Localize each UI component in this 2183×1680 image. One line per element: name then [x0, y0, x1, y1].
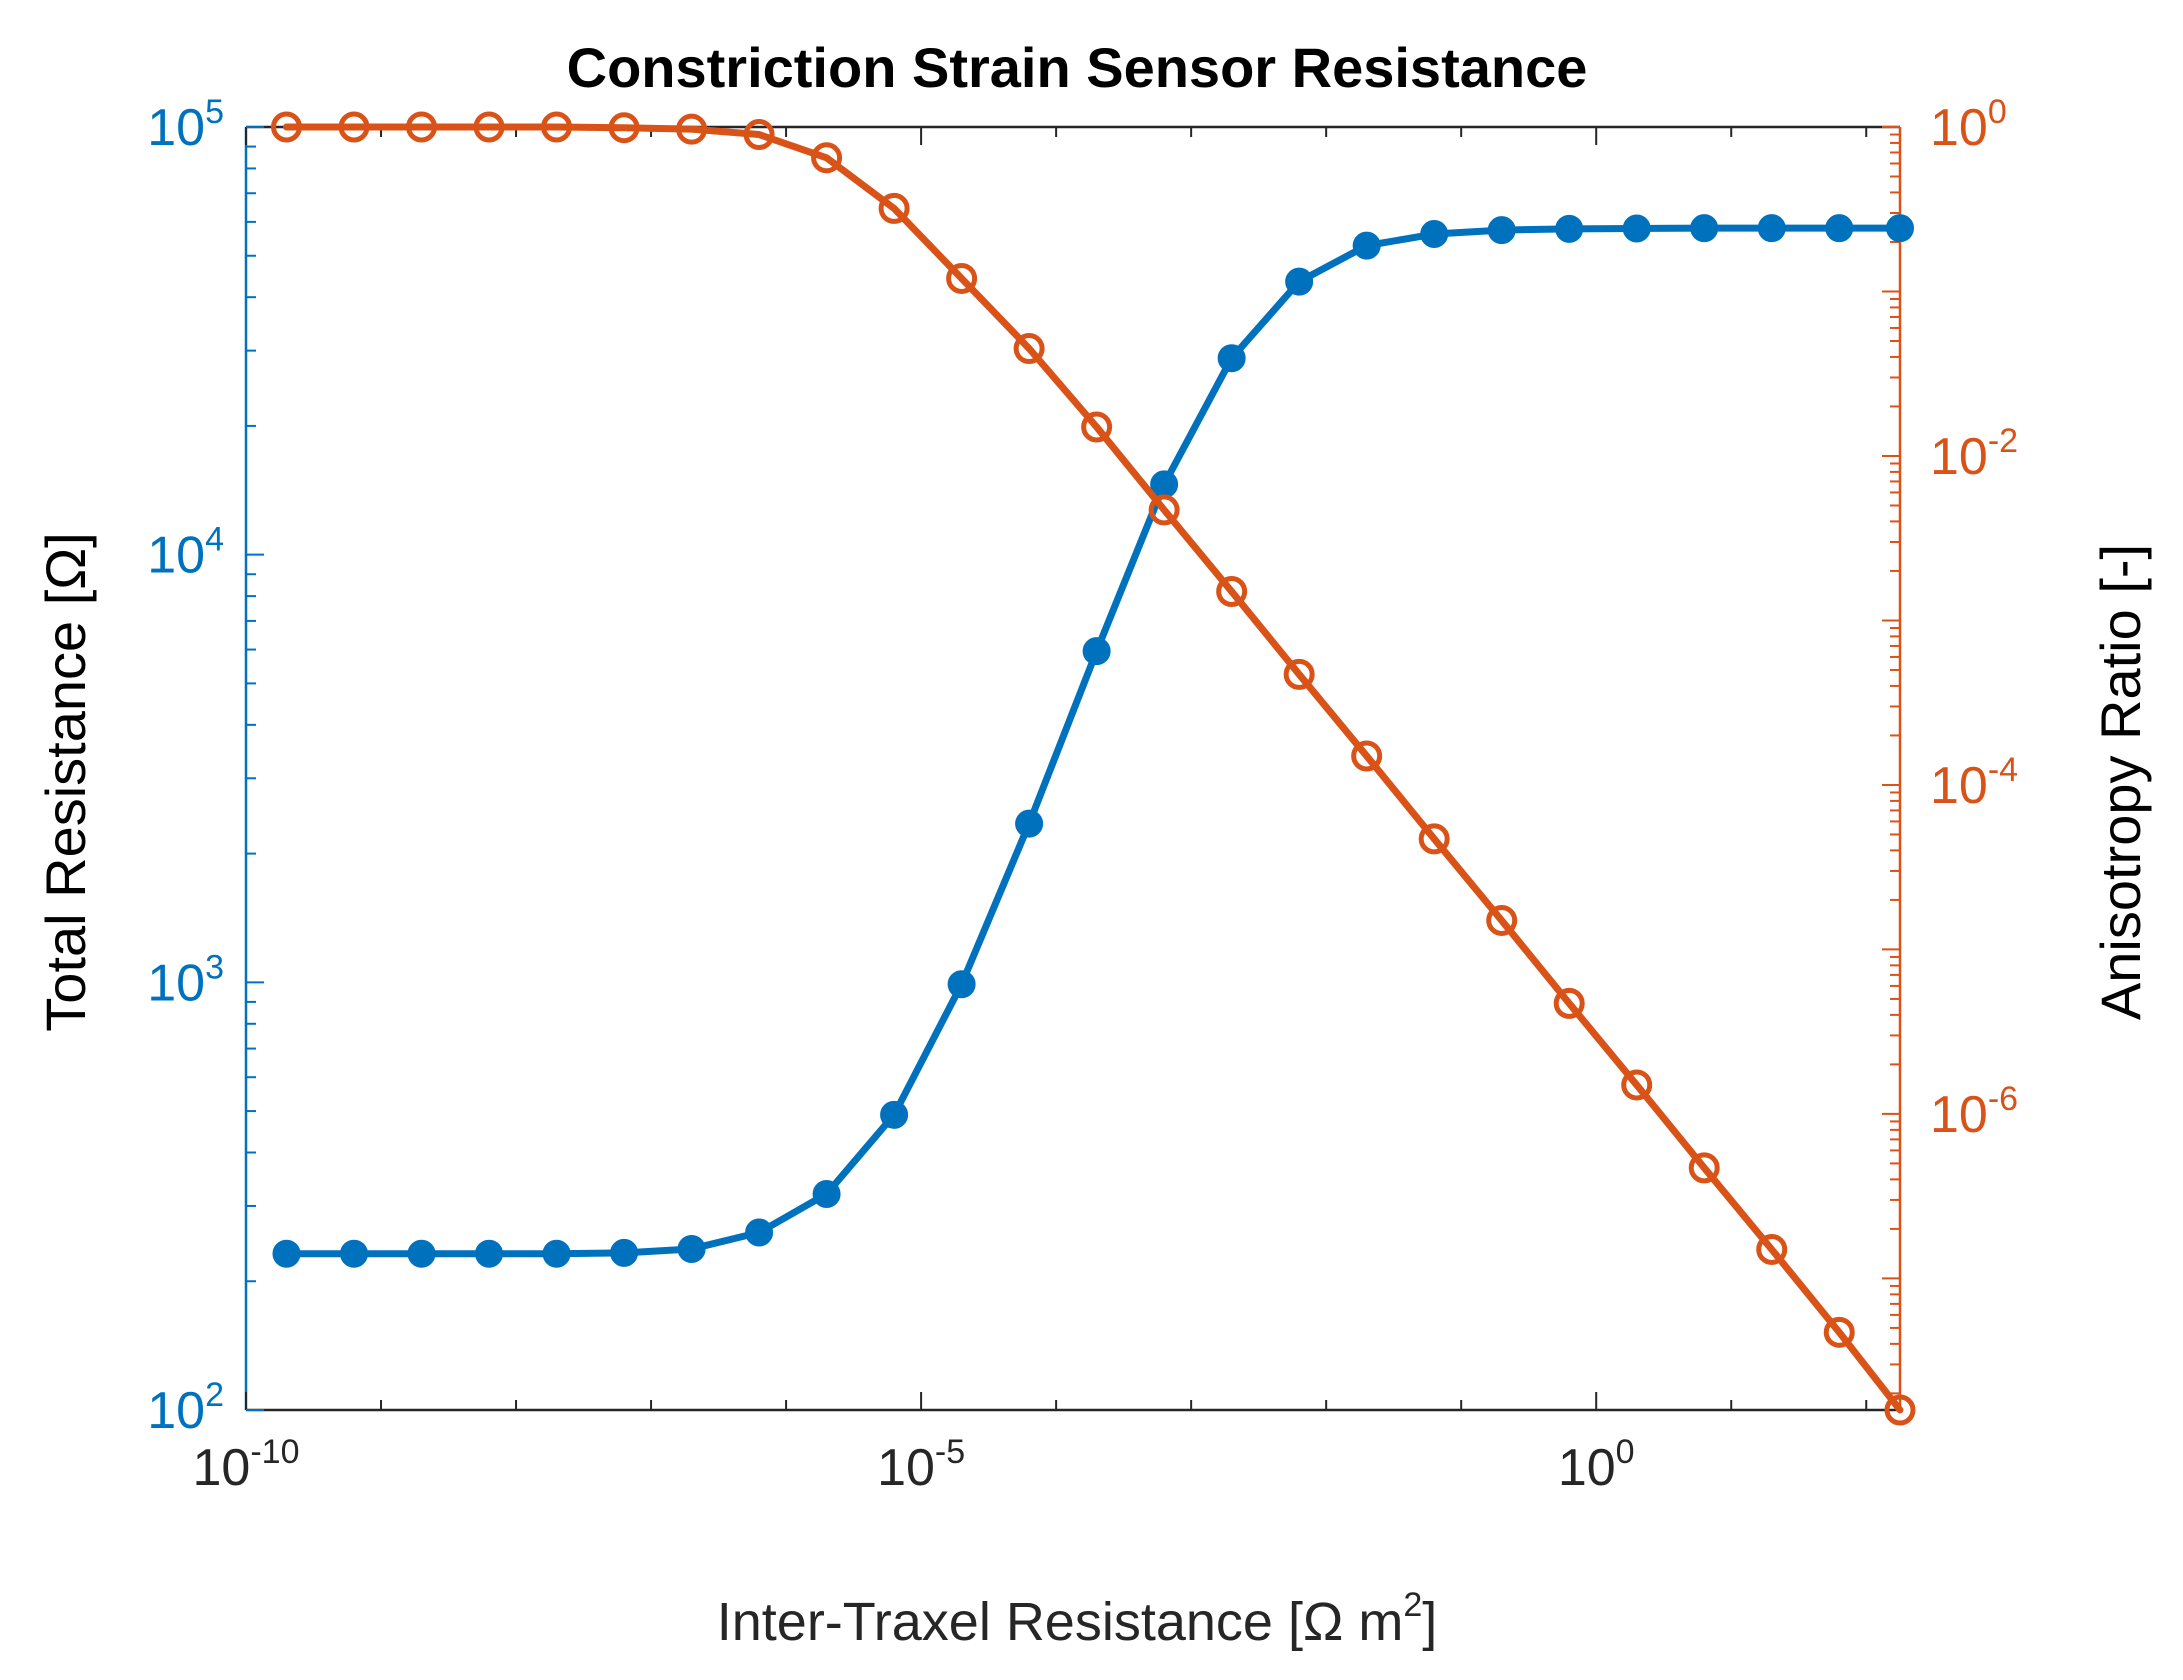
total-resistance-point	[1622, 214, 1651, 243]
total-resistance-point	[1217, 344, 1246, 373]
anisotropy-ratio-point	[1418, 823, 1450, 855]
total-resistance-point	[1757, 214, 1786, 243]
right-y-tick-label: 10-4	[1930, 751, 2018, 815]
total-resistance-point	[1825, 214, 1854, 243]
anisotropy-ratio-point	[1621, 1069, 1653, 1101]
total-resistance-point	[1420, 220, 1449, 249]
right-y-tick-label-exp: -4	[1988, 751, 2018, 789]
total-resistance-point	[1015, 809, 1044, 838]
anisotropy-ratio-point	[878, 192, 910, 224]
anisotropy-ratio-point	[338, 111, 370, 143]
x-axis-label-suffix: ]	[1422, 1592, 1437, 1652]
right-y-tick-label: 10-2	[1930, 422, 2018, 486]
anisotropy-ratio-point	[676, 113, 708, 145]
x-axis-label-superscript: 2	[1403, 1586, 1422, 1624]
anisotropy-ratio-point	[271, 111, 303, 143]
anisotropy-ratio-series-line	[283, 123, 1904, 1414]
left-y-tick-label-base: 10	[147, 527, 205, 585]
total-resistance-point	[1082, 637, 1111, 666]
left-y-tick-label-base: 10	[147, 954, 205, 1012]
anisotropy-ratio-point	[473, 111, 505, 143]
total-resistance-point	[947, 970, 976, 999]
anisotropy-ratio-point	[1553, 987, 1585, 1019]
x-tick-label-base: 10	[877, 1439, 935, 1497]
left-y-tick-label-base: 10	[147, 99, 205, 157]
anisotropy-ratio-point	[1884, 1394, 1916, 1426]
total-resistance-point	[1487, 216, 1516, 245]
anisotropy-ratio-point	[1756, 1233, 1788, 1265]
anisotropy-ratio-point	[946, 262, 978, 294]
anisotropy-ratio-point	[1081, 411, 1113, 443]
total-resistance-point	[272, 1239, 301, 1268]
anisotropy-ratio-point	[406, 111, 438, 143]
anisotropy-ratio-point	[541, 111, 573, 143]
chart-title: Constriction Strain Sensor Resistance	[567, 36, 1588, 99]
anisotropy-ratio-point	[1823, 1316, 1855, 1348]
x-tick-label-exp: -5	[935, 1433, 965, 1471]
anisotropy-ratio-point	[1351, 740, 1383, 772]
total-resistance-point	[475, 1239, 504, 1268]
left-y-tick-label: 103	[147, 948, 224, 1012]
total-resistance-point	[340, 1239, 369, 1268]
anisotropy-ratio-point	[608, 112, 640, 144]
left-y-tick-label-exp: 5	[205, 93, 224, 131]
total-resistance-point	[1690, 214, 1719, 243]
left-y-tick-label-exp: 3	[205, 948, 224, 986]
right-y-axis-label: Anisotropy Ratio [-]	[2089, 544, 2152, 1020]
left-y-axis-label: Total Resistance [Ω]	[34, 532, 97, 1031]
anisotropy-ratio-point	[1216, 575, 1248, 607]
right-y-tick-label-base: 10	[1930, 99, 1988, 157]
x-tick-label-exp: 0	[1616, 1433, 1635, 1471]
total-resistance-point	[1352, 231, 1381, 260]
series-layer	[271, 111, 1916, 1426]
anisotropy-ratio-point	[743, 119, 775, 151]
left-y-tick-label: 102	[147, 1376, 224, 1440]
anisotropy-ratio-point	[1283, 658, 1315, 690]
x-tick-label: 100	[1558, 1433, 1635, 1497]
x-tick-label-base: 10	[1558, 1439, 1616, 1497]
right-y-tick-label-exp: -2	[1988, 422, 2018, 460]
right-y-tick-label-base: 10	[1930, 757, 1988, 815]
x-axis-label-main: Inter-Traxel Resistance [Ω m	[717, 1592, 1404, 1652]
anisotropy-ratio-point	[1148, 494, 1180, 526]
left-y-tick-label: 105	[147, 93, 224, 157]
right-y-tick-label-exp: -6	[1988, 1080, 2018, 1118]
x-tick-label: 10-10	[193, 1433, 300, 1497]
right-y-tick-label-base: 10	[1930, 428, 1988, 486]
total-resistance-point	[677, 1234, 706, 1263]
total-resistance-series-line	[283, 224, 1904, 1258]
total-resistance-point	[1555, 214, 1584, 243]
anisotropy-ratio-point	[1013, 333, 1045, 365]
total-resistance-point	[542, 1239, 571, 1268]
left-y-tick-label-exp: 4	[205, 521, 224, 559]
total-resistance-point	[407, 1239, 436, 1268]
total-resistance-point	[610, 1238, 639, 1267]
total-resistance-point	[1886, 214, 1914, 243]
right-y-tick-label: 10-6	[1930, 1080, 2018, 1144]
total-resistance-point	[880, 1100, 909, 1129]
total-resistance-point	[745, 1218, 774, 1247]
left-y-tick-label: 104	[147, 521, 224, 585]
right-y-tick-label-exp: 0	[1988, 93, 2007, 131]
left-y-tick-label-base: 10	[147, 1382, 205, 1440]
anisotropy-ratio-point	[1486, 904, 1518, 936]
right-y-tick-label-base: 10	[1930, 1086, 1988, 1144]
total-resistance-point	[1285, 267, 1314, 296]
x-tick-label-base: 10	[193, 1439, 251, 1497]
total-resistance-point	[812, 1179, 841, 1208]
x-tick-label-exp: -10	[250, 1433, 299, 1471]
x-tick-label: 10-5	[877, 1433, 965, 1497]
left-y-tick-label-exp: 2	[205, 1376, 224, 1414]
x-axis-label: Inter-Traxel Resistance [Ω m2]	[717, 1586, 1438, 1652]
anisotropy-ratio-point	[811, 142, 843, 174]
right-y-tick-label: 100	[1930, 93, 2007, 157]
anisotropy-ratio-point	[1688, 1152, 1720, 1184]
